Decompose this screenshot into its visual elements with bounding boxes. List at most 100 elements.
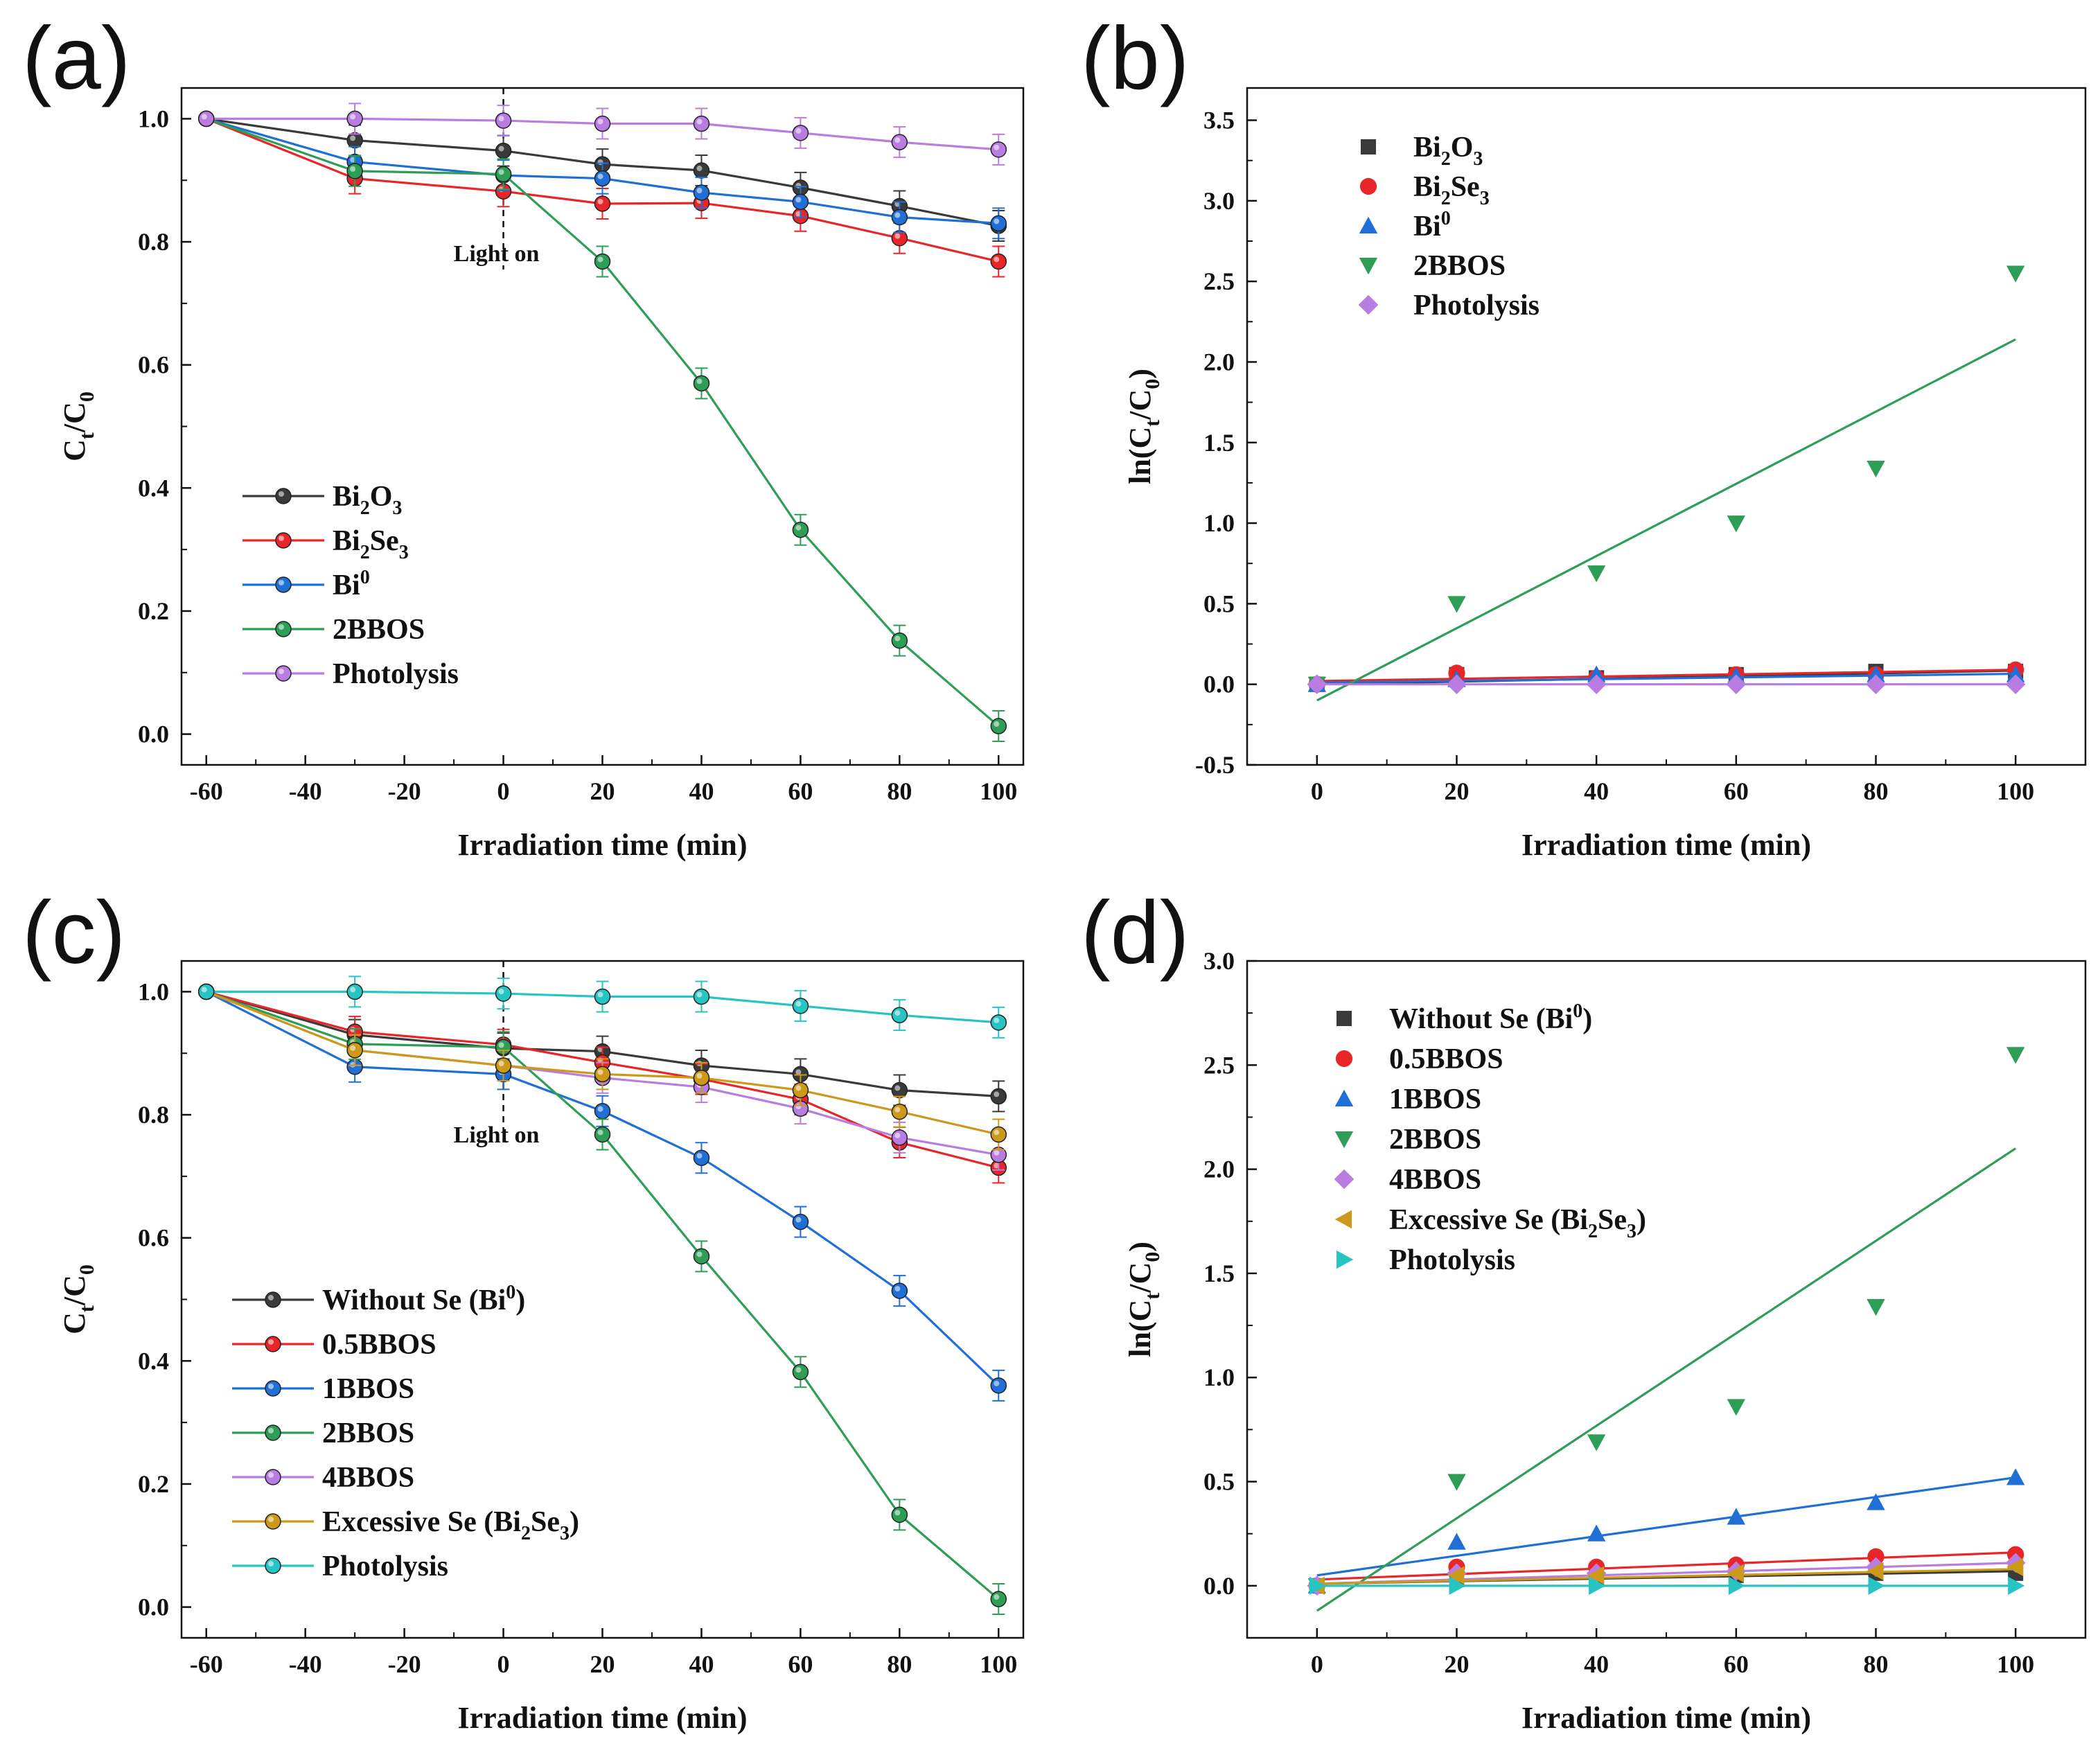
series-line bbox=[206, 990, 999, 1024]
x-tick-label: -60 bbox=[190, 777, 223, 805]
data-point bbox=[1867, 1562, 1884, 1581]
x-axis-label: Irradiation time (min) bbox=[1521, 828, 1811, 862]
data-point bbox=[1867, 460, 1885, 478]
x-tick-label: -60 bbox=[190, 1650, 223, 1678]
legend-item: Bi2O3 bbox=[1361, 132, 1483, 170]
data-point bbox=[594, 1102, 611, 1120]
x-tick-label: 0 bbox=[497, 777, 510, 805]
data-point bbox=[990, 1591, 1007, 1607]
data-point bbox=[1727, 515, 1746, 533]
legend-marker bbox=[275, 665, 292, 682]
legend-label: Photolysis bbox=[1389, 1244, 1515, 1276]
data-point bbox=[891, 1081, 908, 1099]
data-point bbox=[891, 134, 908, 150]
data-point bbox=[792, 998, 809, 1014]
y-tick-label: 1.0 bbox=[138, 105, 169, 132]
legend-item: Photolysis bbox=[232, 1551, 448, 1582]
data-point bbox=[495, 142, 512, 159]
legend-item: Bi2O3 bbox=[242, 481, 402, 519]
data-point bbox=[2006, 265, 2025, 283]
legend-marker bbox=[1359, 258, 1378, 275]
y-tick-label: 0.6 bbox=[138, 1224, 169, 1252]
x-tick-label: 40 bbox=[689, 777, 714, 805]
y-tick-label: 0.4 bbox=[138, 1347, 169, 1375]
legend-marker bbox=[275, 532, 292, 549]
legend-item: 0.5BBOS bbox=[232, 1329, 436, 1361]
legend: Without Se (Bi0) 0.5BBOS 1BBOS 2BBOS 4BBOS Ex… bbox=[232, 1282, 579, 1582]
data-point bbox=[346, 132, 363, 149]
data-point bbox=[1867, 665, 1885, 682]
data-point bbox=[1309, 1576, 1327, 1596]
x-tick-label: 60 bbox=[788, 777, 813, 805]
x-tick-label: 100 bbox=[1997, 777, 2034, 805]
x-tick-label: 100 bbox=[1997, 1650, 2034, 1678]
fit-line bbox=[1316, 669, 2016, 682]
y-tick-label: 0.0 bbox=[138, 721, 169, 748]
y-tick-label: 1.5 bbox=[1203, 429, 1235, 457]
y-tick-label: 0.8 bbox=[138, 228, 169, 256]
x-tick-label: 100 bbox=[980, 777, 1017, 805]
data-point bbox=[693, 1070, 710, 1086]
legend-label: 2BBOS bbox=[333, 614, 425, 646]
legend-marker bbox=[1334, 1131, 1354, 1149]
legend-item: Bi0 bbox=[1359, 208, 1451, 242]
legend-marker bbox=[1361, 139, 1376, 154]
legend-marker bbox=[265, 1424, 281, 1441]
legend-marker bbox=[265, 1380, 281, 1397]
legend-marker bbox=[1336, 1250, 1354, 1269]
y-tick-label: 3.0 bbox=[1203, 947, 1235, 975]
data-point bbox=[891, 1282, 908, 1299]
panel-label: (c) bbox=[22, 883, 125, 982]
legend-label: Excessive Se (Bi2Se3) bbox=[322, 1506, 579, 1544]
data-point bbox=[1728, 1576, 1746, 1596]
data-point bbox=[1447, 1474, 1466, 1491]
data-point bbox=[693, 162, 710, 179]
series-photolysis bbox=[197, 975, 1007, 1039]
series-photolysis bbox=[1309, 1576, 2025, 1596]
data-point bbox=[1587, 665, 1606, 682]
y-tick-label: 1.0 bbox=[1203, 509, 1235, 537]
data-point bbox=[594, 1066, 611, 1083]
light-on-label: Light on bbox=[454, 1122, 540, 1148]
data-point bbox=[693, 988, 710, 1005]
series-excessive-se-bi2se3- bbox=[1307, 1557, 2024, 1596]
y-tick-label: 2.0 bbox=[1203, 1156, 1235, 1183]
series-2bbos bbox=[197, 110, 1007, 743]
legend-item: 1BBOS bbox=[232, 1373, 414, 1405]
y-tick-label: 0.6 bbox=[138, 351, 169, 379]
data-point bbox=[346, 163, 363, 179]
legend-marker bbox=[1359, 177, 1377, 195]
series-excessive-se-bi2se3- bbox=[197, 983, 1007, 1151]
data-point bbox=[1447, 674, 1467, 694]
legend-label: Bi2Se3 bbox=[333, 525, 409, 563]
legend-label: Bi2Se3 bbox=[1413, 171, 1490, 209]
series-photolysis bbox=[1307, 674, 2026, 694]
data-point bbox=[990, 141, 1007, 158]
legend-label: Without Se (Bi0) bbox=[322, 1282, 525, 1316]
series-line bbox=[206, 990, 999, 1169]
data-point bbox=[346, 983, 363, 1000]
data-point bbox=[792, 1363, 809, 1381]
y-tick-label: 0.4 bbox=[138, 474, 169, 502]
x-tick-label: 20 bbox=[590, 1650, 615, 1678]
x-tick-label: -20 bbox=[388, 1650, 421, 1678]
data-point bbox=[1447, 1566, 1465, 1585]
series-line bbox=[206, 117, 999, 227]
legend-label: 2BBOS bbox=[1389, 1124, 1481, 1156]
y-axis-label: ln(Ct/C0) bbox=[1123, 369, 1164, 484]
fit-line bbox=[1316, 1476, 2016, 1577]
series-line bbox=[206, 990, 999, 1136]
data-point bbox=[495, 985, 512, 1002]
data-point bbox=[990, 718, 1007, 734]
data-point bbox=[693, 1248, 710, 1265]
legend-marker bbox=[275, 576, 292, 593]
plot-frame bbox=[1246, 960, 2087, 1639]
legend-label: Photolysis bbox=[1413, 290, 1539, 321]
series-1bbos bbox=[197, 983, 1007, 1402]
y-axis-label: ln(Ct/C0) bbox=[1123, 1242, 1164, 1357]
y-axis-label: Ct/C0 bbox=[58, 391, 98, 461]
data-point bbox=[1726, 674, 1747, 694]
panel-c: (c) -60 -40 -20 0 20 40 60 80 100 0.0 0.2 0.4 0.6 0.8 1… bbox=[22, 883, 1025, 1735]
series-line bbox=[206, 990, 1000, 1387]
legend-item: 0.5BBOS bbox=[1335, 1043, 1503, 1075]
